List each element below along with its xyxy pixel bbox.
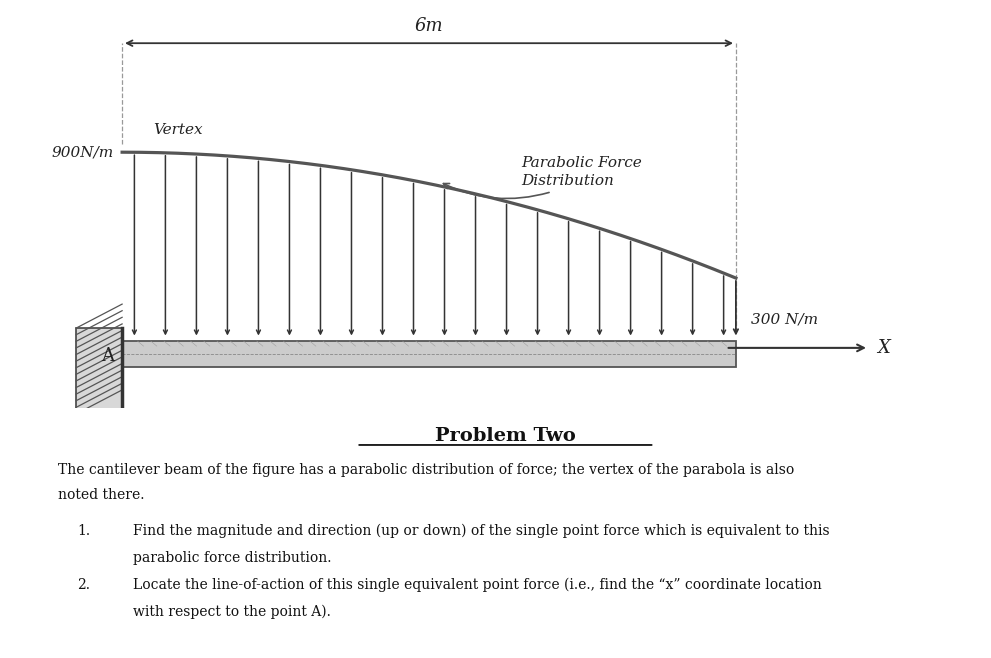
Text: with respect to the point A).: with respect to the point A).	[133, 605, 331, 619]
Text: 900N/m: 900N/m	[52, 145, 114, 159]
Text: X: X	[877, 339, 890, 357]
Text: parabolic force distribution.: parabolic force distribution.	[133, 551, 331, 565]
Polygon shape	[76, 328, 122, 414]
Text: 6m: 6m	[414, 16, 443, 35]
Text: Locate the line-of-action of this single equivalent point force (i.e., find the : Locate the line-of-action of this single…	[133, 578, 822, 592]
Text: Parabolic Force
Distribution: Parabolic Force Distribution	[521, 156, 642, 188]
Text: noted there.: noted there.	[58, 488, 145, 501]
Polygon shape	[122, 341, 736, 367]
Text: A: A	[101, 347, 114, 365]
Text: Find the magnitude and direction (up or down) of the single point force which is: Find the magnitude and direction (up or …	[133, 524, 829, 538]
Text: 1.: 1.	[77, 524, 90, 538]
Text: The cantilever beam of the figure has a parabolic distribution of force; the ver: The cantilever beam of the figure has a …	[58, 463, 795, 477]
Text: 300 N/m: 300 N/m	[751, 313, 819, 326]
Text: Problem Two: Problem Two	[435, 426, 576, 445]
Text: Vertex: Vertex	[153, 123, 202, 137]
Text: 2.: 2.	[77, 578, 90, 592]
